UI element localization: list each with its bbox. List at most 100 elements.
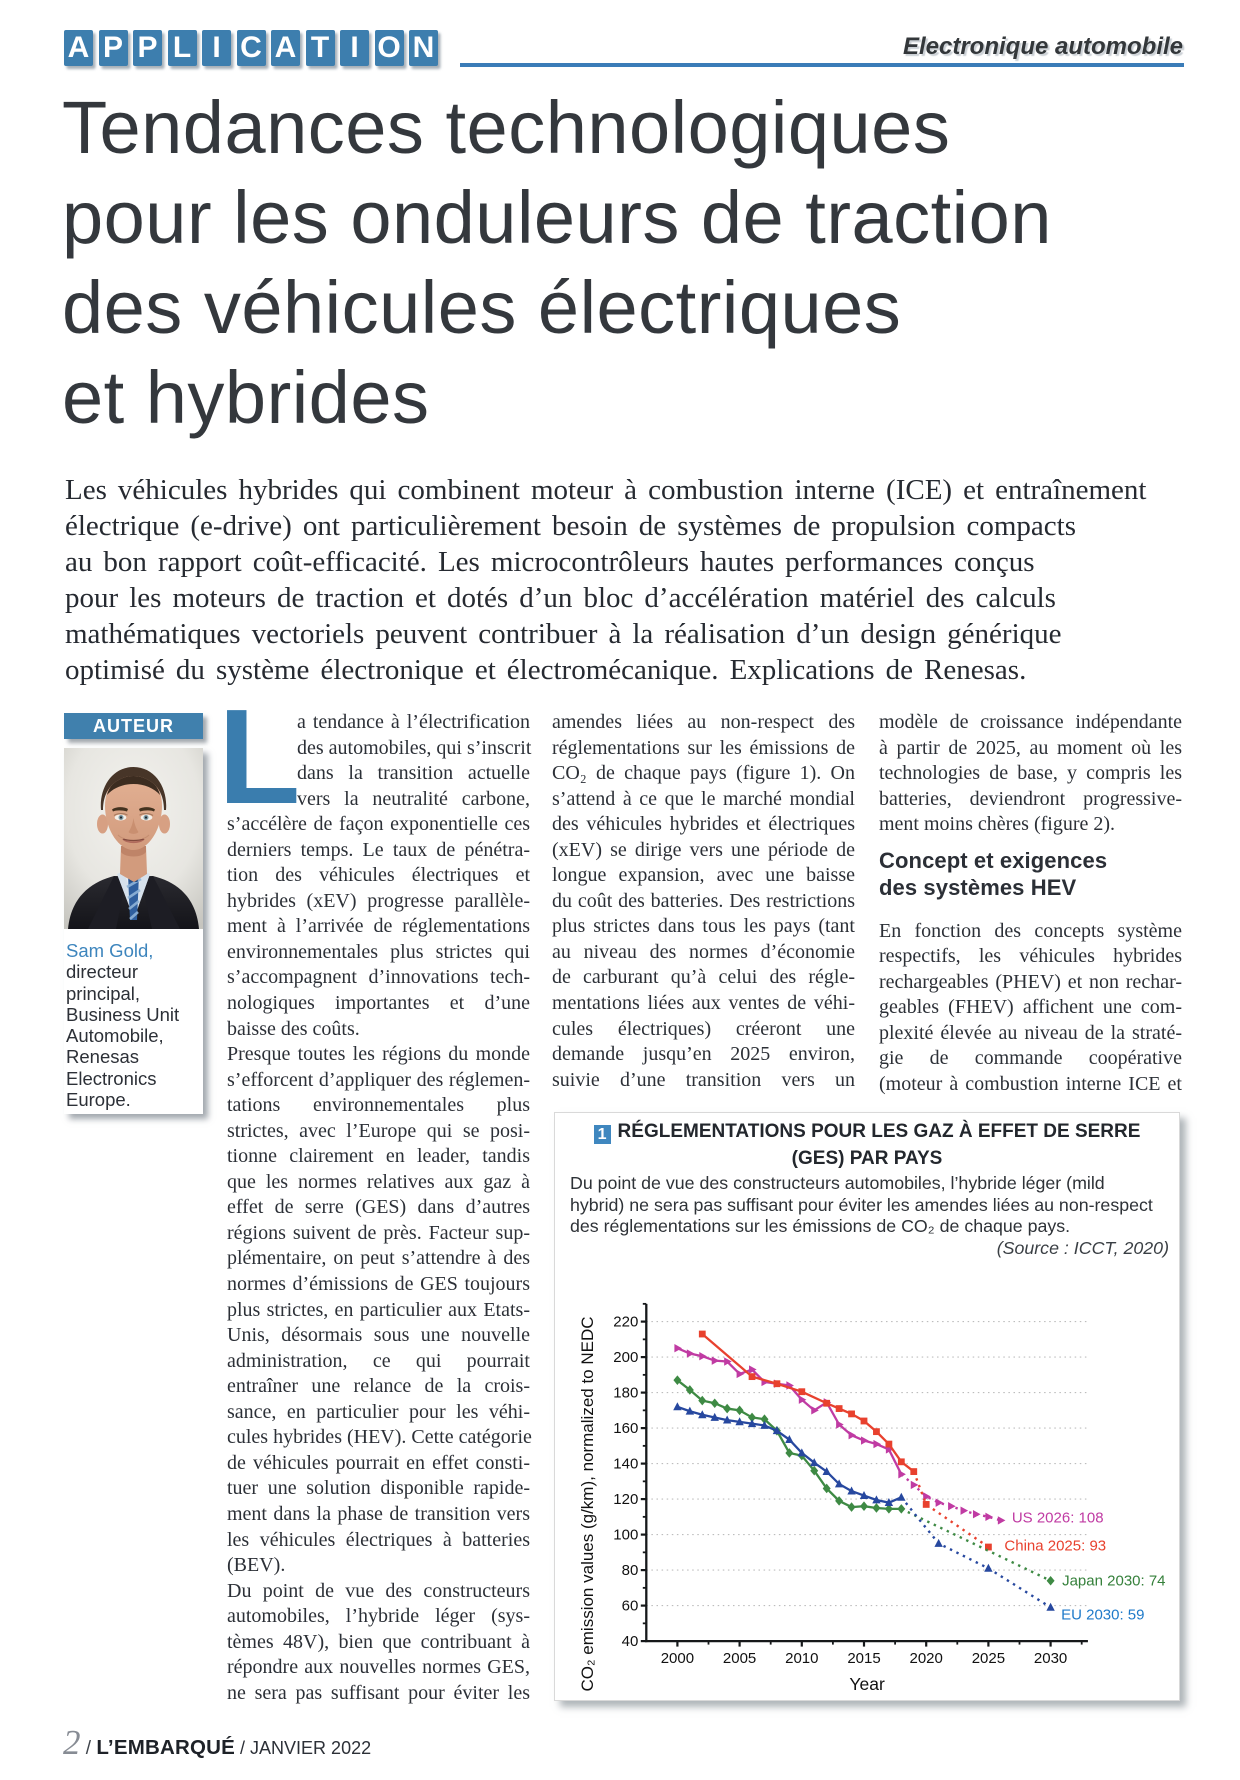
body-line: geables (FHEV) affichent une com- [879, 996, 1182, 1019]
y-tick-label: 220 [613, 1314, 638, 1331]
body-line: s’attend à ce que le marché mondial [552, 787, 855, 810]
body-line: tion des véhicules électriques et [227, 864, 530, 887]
marker-square [873, 1428, 880, 1436]
figure-source: (Source : ICCT, 2020) [996, 1237, 1169, 1258]
lede-line: Les véhicules hybrides qui combinent mot… [65, 474, 1147, 506]
lede-line: mathématiques vectoriels peuvent contrib… [65, 618, 1062, 650]
body-line: (moteur à combustion interne ICE et [879, 1073, 1182, 1096]
body-line: vers la neutralité carbone, [297, 787, 530, 810]
section-heading: Concept et exigences des systèmes HEV [879, 847, 1108, 901]
series-us: US 2026: 108 [674, 1344, 1104, 1526]
marker-triangle-right [935, 1498, 944, 1507]
marker-triangle-right [811, 1406, 819, 1415]
marker-triangle-up [735, 1417, 744, 1426]
author-role-line: principal, [66, 982, 141, 1004]
body-line: hybrides (xEV) progresse parallèle- [227, 889, 530, 912]
marker-triangle-up [760, 1420, 769, 1429]
marker-diamond [1046, 1575, 1055, 1586]
body-line: normes d’émissions de GES toujours [227, 1273, 530, 1296]
marker-triangle-up [710, 1412, 719, 1421]
y-axis-title: CO₂ emission values (g/km), normalized t… [578, 1316, 597, 1691]
body-line: Presque toutes les régions du monde [227, 1043, 530, 1066]
body-line: automobiles, l’hybride léger (sys- [227, 1605, 530, 1628]
series-china: China 2025: 93 [698, 1330, 1106, 1555]
body-line: tèmes 48V), bien que contribuant à [227, 1630, 530, 1653]
series-line-dotted [900, 1507, 1052, 1582]
body-line: mentations liées aux ventes de véhi- [552, 992, 855, 1015]
marker-square [823, 1399, 831, 1407]
author-photo [64, 748, 203, 929]
body-line: réglementations sur les émissions de [552, 736, 855, 759]
marker-square [848, 1410, 855, 1418]
series-line-solid [701, 1333, 915, 1473]
body-line: CO₂ de chaque pays (figure 1). On [552, 762, 855, 785]
marker-triangle-up [722, 1415, 732, 1424]
body-line: cules électriques) créeront une [552, 1017, 855, 1040]
body-line: Du point de vue des constructeurs [227, 1579, 530, 1602]
body-line: s’efforcent d’appliquer des réglemen- [227, 1068, 530, 1091]
y-tick-label: 140 [613, 1456, 638, 1473]
article-lede: Les véhicules hybrides qui combinent mot… [65, 472, 1185, 688]
x-tick-label: 2010 [785, 1650, 818, 1667]
x-tick-label: 2000 [661, 1650, 694, 1667]
marker-diamond [748, 1412, 757, 1423]
body-line: technologies de base, y compris les [879, 762, 1182, 785]
body-line: ment dans la phase de transition vers [227, 1502, 530, 1525]
y-tick-label: 100 [613, 1527, 638, 1544]
marker-triangle-right [686, 1349, 695, 1358]
author-role-line: Electronics [66, 1067, 157, 1089]
marker-diamond [785, 1448, 794, 1458]
marker-square [897, 1458, 905, 1466]
marker-diamond [872, 1503, 881, 1513]
body-line: effet de serre (GES) dans d’autres [227, 1196, 530, 1219]
x-tick-label: 2015 [847, 1650, 880, 1667]
section-rubric: Electronique automobile [902, 33, 1183, 60]
series-label: US 2026: 108 [1012, 1509, 1104, 1526]
co2-line-chart: 40 60 80 100 120 140 160 180 200 220 2000 2005 2010 2… [578, 1302, 1166, 1694]
marker-triangle-right [948, 1502, 956, 1511]
figure-desc-line: des réglementations sur les émissions de… [570, 1216, 1071, 1236]
body-column-1: L a tendance à l’électrification des auto… [218, 689, 532, 1706]
footer-issue: / JANVIER 2022 [235, 1738, 372, 1758]
body-line: s’accompagnent d’innovations tech- [227, 966, 530, 989]
body-line: En fonction des concepts système [879, 919, 1182, 942]
title-line: Tendances technologiques [62, 86, 951, 169]
body-line: strictes, avec l’Europe qui se posi- [227, 1119, 530, 1142]
marker-diamond [847, 1502, 856, 1512]
marker-diamond [698, 1395, 707, 1406]
marker-triangle-right [736, 1369, 745, 1379]
series-line-dotted [912, 1471, 990, 1549]
body-line: derniers temps. Le taux de pénétra- [227, 838, 530, 861]
series-line-dotted [900, 1496, 1052, 1609]
marker-triangle-up [1046, 1602, 1055, 1611]
title-line: et hybrides [62, 356, 430, 439]
figure-title-line: RÉGLEMENTATIONS POUR LES GAZ À EFFET DE … [617, 1121, 1141, 1142]
body-line: du coût des batteries. Des restrictions [552, 889, 855, 912]
marker-triangle-up [785, 1435, 794, 1444]
author-name: Sam Gold, [66, 940, 154, 961]
body-line: plus strictes, en particulier aux Etats- [227, 1298, 530, 1321]
x-tick-label: 2005 [723, 1650, 756, 1667]
marker-diamond [735, 1405, 744, 1416]
figure-number-badge: 1 [593, 1125, 611, 1144]
marker-square [798, 1388, 806, 1396]
author-role-line: Europe. [66, 1089, 131, 1111]
title-line: des véhicules électriques [62, 266, 902, 349]
x-axis-title: Year [849, 1674, 885, 1694]
marker-square [698, 1330, 706, 1338]
body-line: cules hybrides (HEV). Cette catégorie [227, 1426, 532, 1449]
series-japan: Japan 2030: 74 [673, 1375, 1166, 1589]
marker-triangle-up [984, 1563, 993, 1572]
y-tick-label: 60 [622, 1598, 639, 1615]
body-line: de véhicules pourrait en effet consti- [227, 1451, 530, 1474]
x-tick-label: 2025 [972, 1650, 1005, 1667]
y-tick-label: 120 [613, 1491, 638, 1508]
marker-triangle-up [822, 1466, 831, 1475]
body-line: environnementales plus strictes qui [227, 940, 530, 963]
marker-diamond [760, 1414, 769, 1425]
y-tick-label: 200 [613, 1349, 638, 1366]
figure-desc-line: hybrid) ne sera pas suffisant pour évite… [570, 1194, 1153, 1215]
body-line: que les normes relatives aux gaz à [227, 1170, 530, 1193]
